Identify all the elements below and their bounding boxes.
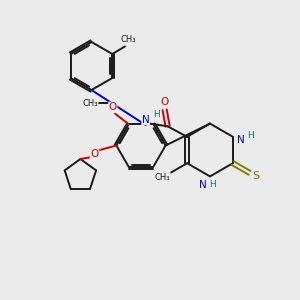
Text: CH₃: CH₃ bbox=[120, 35, 136, 44]
Text: H: H bbox=[153, 110, 160, 119]
Text: O: O bbox=[160, 97, 169, 107]
Text: N: N bbox=[199, 180, 206, 190]
Text: O: O bbox=[109, 102, 117, 112]
Text: CH₃: CH₃ bbox=[155, 173, 170, 182]
Text: CH₃: CH₃ bbox=[82, 99, 98, 108]
Text: N: N bbox=[142, 115, 150, 125]
Text: H: H bbox=[248, 131, 254, 140]
Text: S: S bbox=[252, 171, 259, 181]
Text: O: O bbox=[90, 148, 99, 159]
Text: N: N bbox=[237, 135, 245, 145]
Text: H: H bbox=[210, 180, 216, 189]
